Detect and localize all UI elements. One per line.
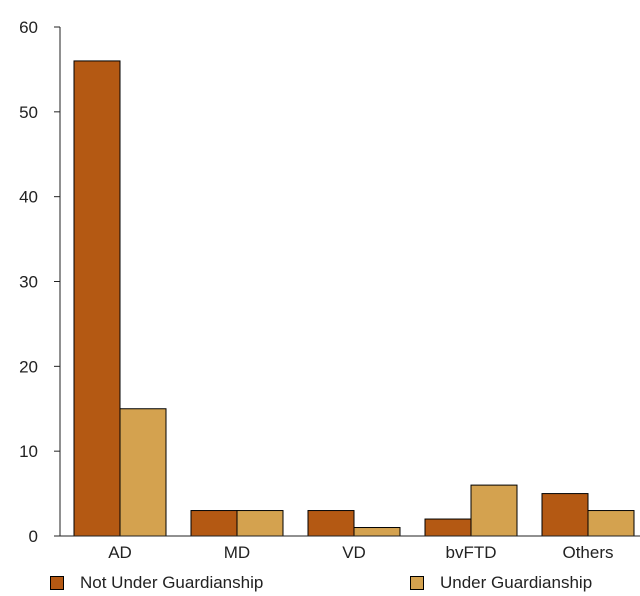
bar-md-series-1 — [190, 510, 238, 537]
legend-label-series-1: Not Under Guardianship — [80, 573, 264, 592]
legend-item-series-1: Not Under Guardianship — [50, 573, 263, 593]
bar-vd-series-2 — [353, 527, 401, 537]
legend-swatch-series-2 — [410, 576, 424, 590]
y-tick-label: 0 — [29, 527, 38, 546]
y-tick-label: 20 — [19, 357, 38, 376]
x-tick-label: MD — [224, 543, 250, 562]
y-axis: 0 10 20 30 40 50 60 — [19, 18, 61, 546]
bar-bvftd-series-2 — [470, 484, 518, 537]
legend-label-series-2: Under Guardianship — [440, 573, 593, 592]
bar-ad-series-1 — [73, 60, 121, 537]
y-tick-label: 30 — [19, 273, 38, 292]
x-tick-label: bvFTD — [446, 543, 497, 562]
legend-item-series-2: Under Guardianship — [410, 573, 592, 593]
y-tick-label: 10 — [19, 442, 38, 461]
x-tick-label: VD — [342, 543, 366, 562]
x-tick-label: AD — [108, 543, 132, 562]
x-axis: AD MD VD bvFTD Others — [60, 535, 640, 562]
bar-others-series-1 — [541, 493, 589, 537]
y-tick-label: 60 — [19, 18, 38, 37]
bar-ad-series-2 — [119, 408, 167, 537]
bar-others-series-2 — [587, 510, 635, 537]
bar-bvftd-series-1 — [424, 518, 472, 537]
legend-swatch-series-1 — [50, 576, 64, 590]
y-tick-label: 50 — [19, 103, 38, 122]
bar-chart: 0 10 20 30 40 50 60 AD MD VD bvFTD Others — [19, 18, 640, 562]
bar-md-series-2 — [236, 510, 284, 537]
x-tick-label: Others — [562, 543, 613, 562]
bar-vd-series-1 — [307, 510, 355, 537]
legend: Not Under Guardianship Under Guardianshi… — [50, 573, 640, 593]
bars — [73, 60, 635, 537]
y-tick-label: 40 — [19, 188, 38, 207]
